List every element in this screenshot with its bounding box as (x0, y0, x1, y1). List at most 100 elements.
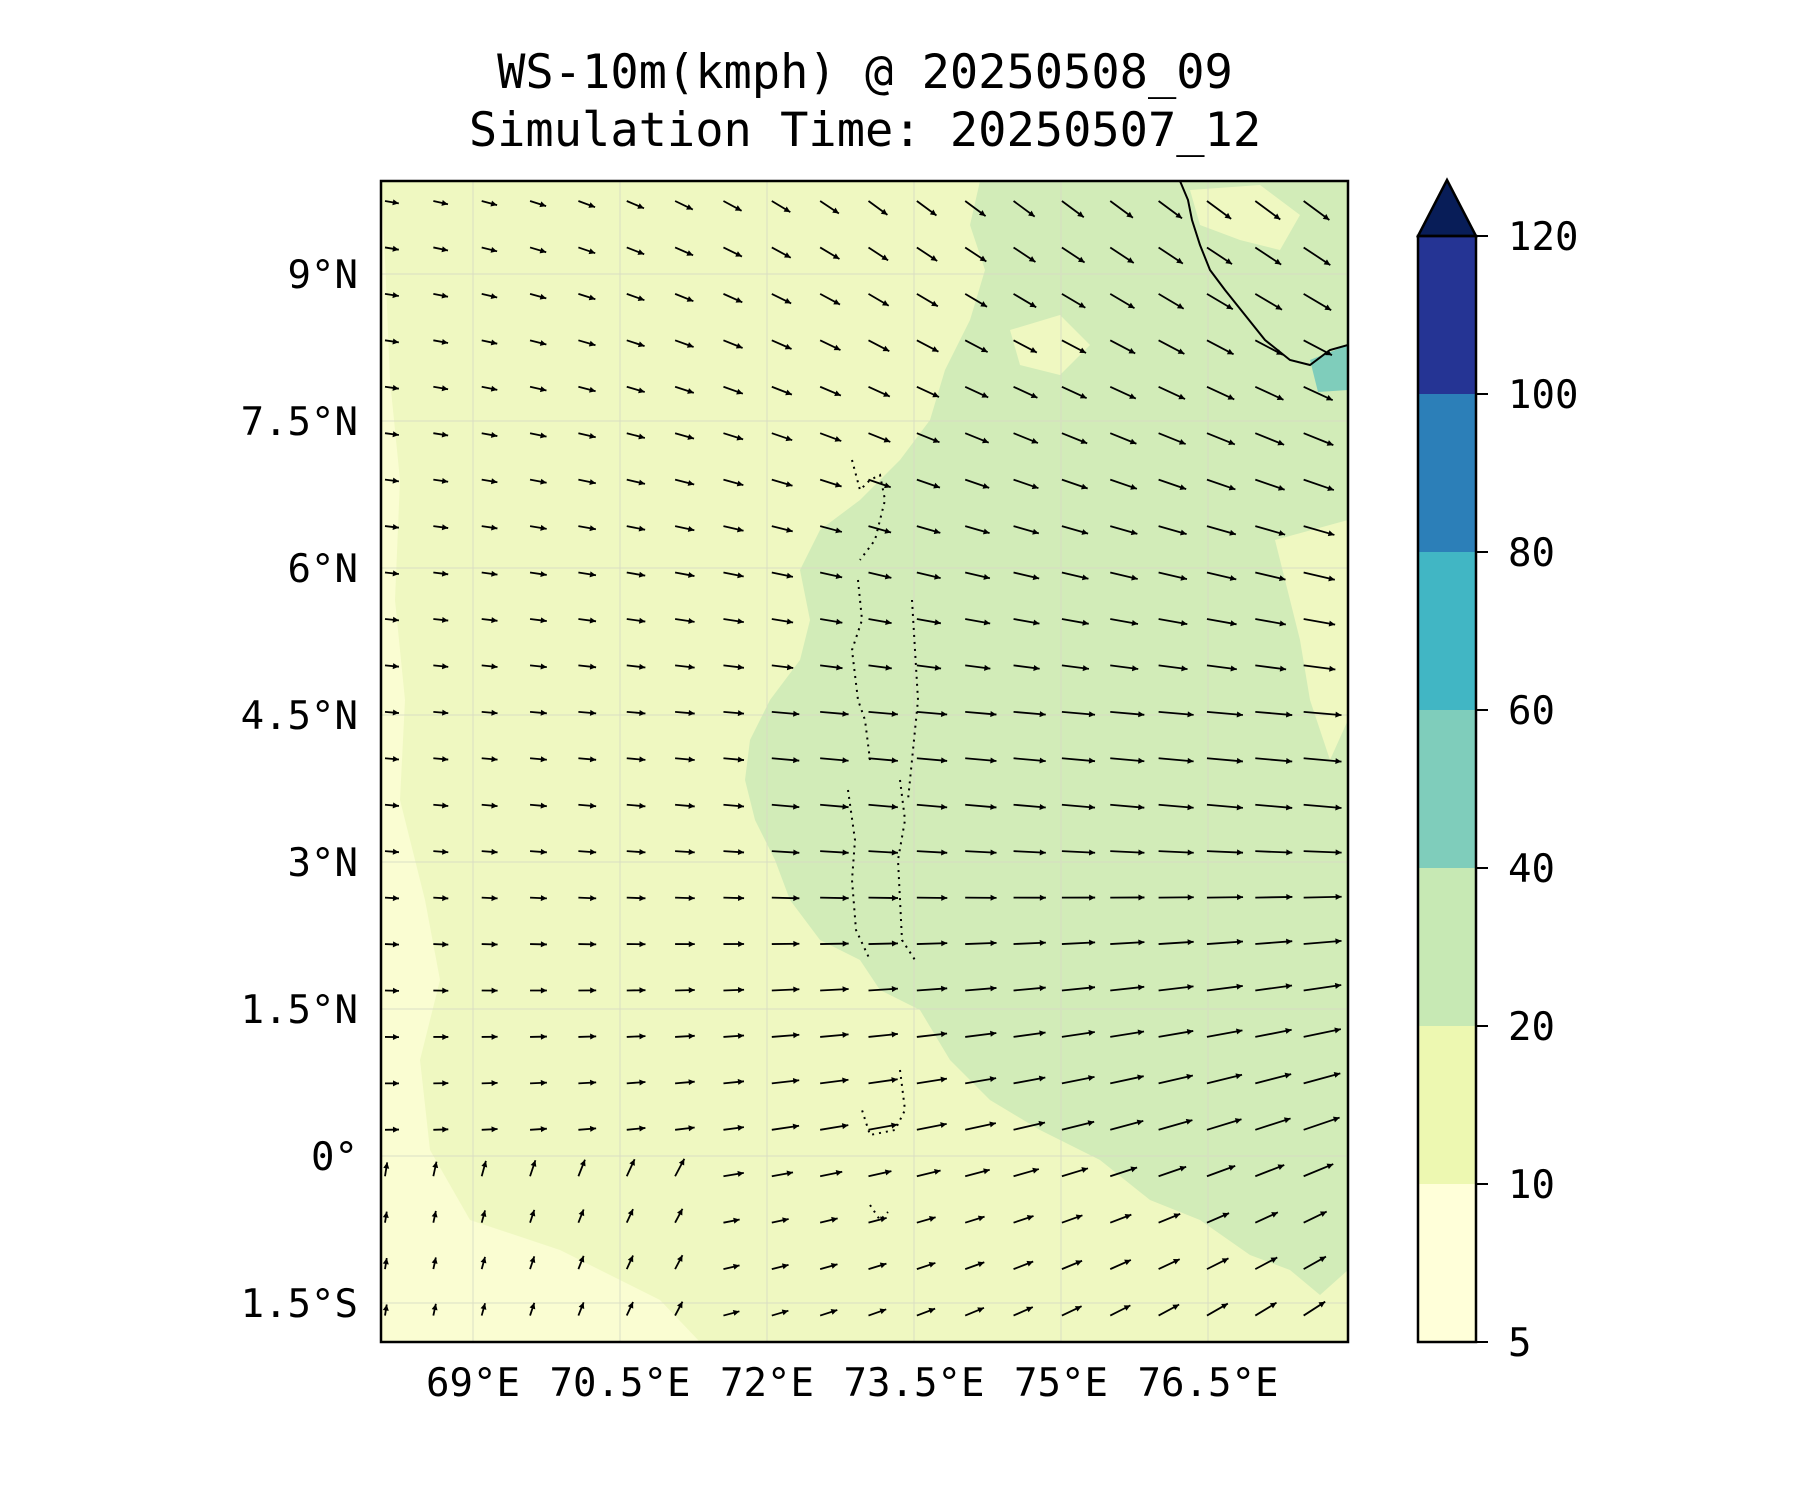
wind-arrow (868, 1308, 887, 1317)
wind-arrow (1013, 339, 1038, 354)
wind-arrow (723, 1170, 744, 1178)
colorbar-segment (1418, 1026, 1476, 1184)
wind-arrow (481, 617, 498, 624)
wind-arrow (578, 571, 597, 578)
wind-arrow (578, 432, 596, 439)
wind-arrow (529, 802, 547, 809)
wind-arrow (626, 478, 646, 486)
wind-arrow (1013, 525, 1040, 535)
wind-arrow (1061, 1305, 1082, 1317)
wind-arrow (481, 987, 498, 994)
wind-arrow (481, 570, 498, 577)
wind-arrow (578, 895, 597, 902)
wind-arrow (916, 385, 940, 398)
colorbar-label: 40 (1508, 847, 1555, 892)
wind-arrow (1303, 664, 1336, 672)
wind-arrow (868, 432, 891, 443)
lat-label: 4.5°N (241, 694, 358, 739)
wind-arrow (1255, 1027, 1292, 1038)
wind-arrow (964, 200, 987, 217)
wind-arrow (675, 710, 695, 717)
wind-arrow (433, 709, 449, 716)
wind-arrow (1109, 1166, 1138, 1178)
wind-arrow (1303, 1255, 1327, 1270)
wind-arrow (965, 757, 997, 764)
wind-arrow (1303, 757, 1342, 765)
wind-arrow (1110, 1029, 1145, 1038)
wind-arrow (433, 199, 449, 206)
wind-arrow (1158, 432, 1186, 445)
lat-axis: 9°N 7.5°N 6°N 4.5°N 3°N 1.5°N 0° 1.5°S (241, 253, 358, 1327)
wind-arrow (1158, 385, 1186, 400)
wind-arrow (432, 1161, 439, 1177)
wind-arrow (819, 200, 840, 215)
wind-arrow (481, 756, 498, 763)
wind-arrow (964, 339, 989, 353)
wind-arrow (819, 1169, 843, 1178)
wind-arrow (529, 709, 547, 716)
wind-arrow (819, 525, 843, 534)
wind-arrow (819, 571, 843, 580)
wind-arrow (723, 849, 745, 856)
wind-arrow (964, 478, 990, 489)
wind-arrow (1061, 339, 1087, 354)
wind-arrow (626, 987, 646, 994)
wind-arrow (1158, 478, 1187, 491)
wind-arrow (1206, 618, 1237, 627)
wind-arrow (529, 339, 547, 346)
wind-arrow (1110, 1074, 1144, 1085)
wind-arrow (1061, 710, 1096, 718)
wind-arrow (771, 1123, 800, 1131)
wind-arrow (481, 941, 498, 948)
wind-arrow (1158, 1213, 1181, 1224)
island-atolls (847, 459, 920, 1222)
wind-arrow (1110, 803, 1145, 811)
wind-arrow (481, 432, 498, 438)
wind-arrow (481, 895, 498, 902)
map-panel (381, 181, 1348, 1342)
lat-label: 9°N (288, 253, 358, 298)
wind-arrow (578, 987, 597, 994)
wind-arrow (529, 756, 547, 763)
wind-arrow (578, 709, 597, 716)
lat-label: 0° (311, 1135, 358, 1180)
wind-arrow (1013, 293, 1037, 309)
wind-arrow (868, 894, 898, 901)
wind-arrow (964, 1261, 985, 1270)
wind-arrow (771, 432, 793, 442)
wind-arrow (1206, 385, 1235, 401)
wind-arrow (820, 1123, 849, 1131)
wind-arrow (1158, 664, 1188, 672)
wind-arrow (820, 664, 843, 671)
wind-arrow (723, 339, 743, 349)
wind-arrow (1109, 432, 1137, 445)
lon-label: 76.5°E (1138, 1361, 1279, 1406)
wind-arrow (1303, 293, 1332, 311)
wind-arrow (964, 1307, 985, 1317)
wind-arrow (868, 1122, 898, 1131)
wind-arrow (1303, 1116, 1340, 1131)
wind-arrow (674, 1208, 684, 1224)
wind-arrow (1254, 1211, 1279, 1224)
wind-arrow (1061, 849, 1096, 856)
speed-fill-patch-3 (1010, 315, 1090, 375)
wind-arrow (433, 663, 449, 670)
wind-arrow (529, 1126, 547, 1133)
wind-arrow (1206, 246, 1233, 265)
wind-arrow (916, 757, 948, 764)
wind-arrow (1158, 894, 1194, 901)
wind-arrow (771, 757, 800, 764)
wind-arrow (723, 200, 743, 212)
wind-arrow (674, 571, 695, 578)
wind-arrow (1061, 984, 1096, 992)
wind-arrow (916, 432, 940, 444)
wind-arrow (1061, 618, 1089, 626)
colorbar-ticks (1476, 235, 1488, 1343)
wind-arrow (481, 848, 498, 855)
wind-arrow (1158, 1258, 1181, 1270)
colorbar-segment (1418, 1184, 1476, 1342)
wind-arrow (771, 664, 794, 671)
wind-arrow (577, 1301, 585, 1316)
wind-arrow (1061, 1167, 1089, 1178)
wind-arrow (626, 385, 645, 394)
